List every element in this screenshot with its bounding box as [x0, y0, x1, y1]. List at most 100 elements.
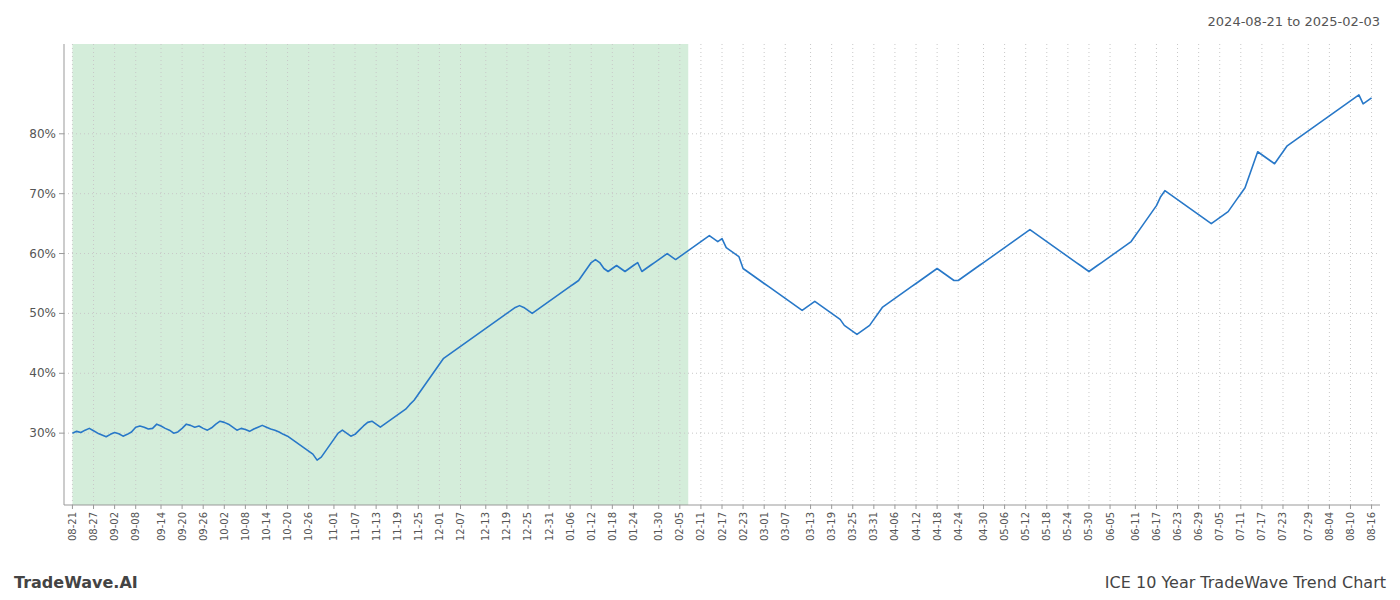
- x-tick-label: 09-02: [109, 512, 120, 541]
- x-tick: [958, 505, 959, 509]
- x-grid-line: [355, 44, 356, 505]
- footer-right: ICE 10 Year TradeWave Trend Chart: [1105, 573, 1386, 592]
- x-grid-line: [506, 44, 507, 505]
- x-tick-label: 05-24: [1062, 512, 1073, 541]
- x-tick: [460, 505, 461, 509]
- x-tick: [161, 505, 162, 509]
- plot-area: [72, 44, 688, 505]
- x-tick-label: 10-08: [240, 512, 251, 541]
- x-grid-line: [1046, 44, 1047, 505]
- title: 2024-08-21 to 2025-02-03: [1208, 14, 1380, 29]
- x-tick-label: 10-14: [261, 512, 272, 541]
- x-tick: [1329, 505, 1330, 509]
- x-tick-label: 12-07: [455, 512, 466, 541]
- x-tick-label: 11-19: [392, 512, 403, 541]
- y-tick-label: 50%: [29, 306, 56, 320]
- x-tick-label: 03-25: [847, 512, 858, 541]
- x-tick: [658, 505, 659, 509]
- x-tick: [355, 505, 356, 509]
- x-grid-line: [1219, 44, 1220, 505]
- x-grid-line: [161, 44, 162, 505]
- x-tick-label: 09-26: [198, 512, 209, 541]
- y-tick-label: 40%: [29, 366, 56, 380]
- x-tick: [700, 505, 701, 509]
- x-tick: [203, 505, 204, 509]
- x-tick-label: 07-29: [1303, 512, 1314, 541]
- x-tick: [93, 505, 94, 509]
- x-tick: [135, 505, 136, 509]
- x-grid-line: [439, 44, 440, 505]
- x-tick-label: 02-05: [674, 512, 685, 541]
- x-tick-label: 09-14: [156, 512, 167, 541]
- x-tick-label: 06-29: [1193, 512, 1204, 541]
- x-tick: [397, 505, 398, 509]
- x-tick: [743, 505, 744, 509]
- x-tick: [1025, 505, 1026, 509]
- x-tick-label: 09-08: [130, 512, 141, 541]
- x-grid-line: [764, 44, 765, 505]
- x-tick-label: 04-12: [911, 512, 922, 541]
- x-tick-label: 08-10: [1345, 512, 1356, 541]
- x-tick: [937, 505, 938, 509]
- y-tick: [59, 373, 64, 374]
- x-tick: [418, 505, 419, 509]
- x-tick-label: 02-11: [695, 512, 706, 541]
- line-group: [72, 95, 1371, 460]
- x-grid-line: [873, 44, 874, 505]
- x-tick: [831, 505, 832, 509]
- y-tick-label: 70%: [29, 187, 56, 201]
- x-tick-label: 01-18: [607, 512, 618, 541]
- x-grid-line: [397, 44, 398, 505]
- x-tick-label: 03-07: [780, 512, 791, 541]
- x-tick: [894, 505, 895, 509]
- x-grid-line: [485, 44, 486, 505]
- x-grid-line: [958, 44, 959, 505]
- x-tick: [679, 505, 680, 509]
- x-grid-line: [224, 44, 225, 505]
- x-grid-line: [135, 44, 136, 505]
- x-grid-line: [612, 44, 613, 505]
- x-tick-label: 06-17: [1151, 512, 1162, 541]
- x-tick-label: 01-12: [586, 512, 597, 541]
- x-grid-line: [852, 44, 853, 505]
- x-tick: [527, 505, 528, 509]
- x-grid-line: [549, 44, 550, 505]
- x-tick: [485, 505, 486, 509]
- chart-container: 30%40%50%60%70%80%08-2108-2709-0209-0809…: [0, 0, 1400, 600]
- y-tick: [59, 253, 64, 254]
- x-tick: [549, 505, 550, 509]
- x-tick-label: 07-17: [1256, 512, 1267, 541]
- x-tick-label: 10-26: [303, 512, 314, 541]
- x-tick-label: 08-21: [67, 512, 78, 541]
- x-tick-label: 11-07: [350, 512, 361, 541]
- x-tick-label: 01-30: [653, 512, 664, 541]
- x-tick-label: 03-31: [868, 512, 879, 541]
- x-grid-line: [1177, 44, 1178, 505]
- x-tick-label: 07-05: [1214, 512, 1225, 541]
- x-tick: [1350, 505, 1351, 509]
- x-tick-label: 02-23: [738, 512, 749, 541]
- x-grid-line: [831, 44, 832, 505]
- x-grid-line: [245, 44, 246, 505]
- x-tick-label: 11-13: [371, 512, 382, 541]
- x-tick-label: 05-18: [1041, 512, 1052, 541]
- y-tick-label: 60%: [29, 247, 56, 261]
- x-tick-label: 03-19: [826, 512, 837, 541]
- y-tick: [59, 313, 64, 314]
- y-grid-line: [64, 253, 1380, 254]
- x-grid-line: [937, 44, 938, 505]
- x-tick-label: 06-23: [1172, 512, 1183, 541]
- x-grid-line: [93, 44, 94, 505]
- x-grid-line: [266, 44, 267, 505]
- x-grid-line: [1350, 44, 1351, 505]
- x-tick-label: 05-12: [1020, 512, 1031, 541]
- x-tick: [722, 505, 723, 509]
- x-tick: [1067, 505, 1068, 509]
- x-grid-line: [743, 44, 744, 505]
- x-grid-line: [1261, 44, 1262, 505]
- x-tick: [570, 505, 571, 509]
- x-tick: [1110, 505, 1111, 509]
- x-tick: [764, 505, 765, 509]
- x-grid-line: [182, 44, 183, 505]
- data-line: [72, 95, 1371, 460]
